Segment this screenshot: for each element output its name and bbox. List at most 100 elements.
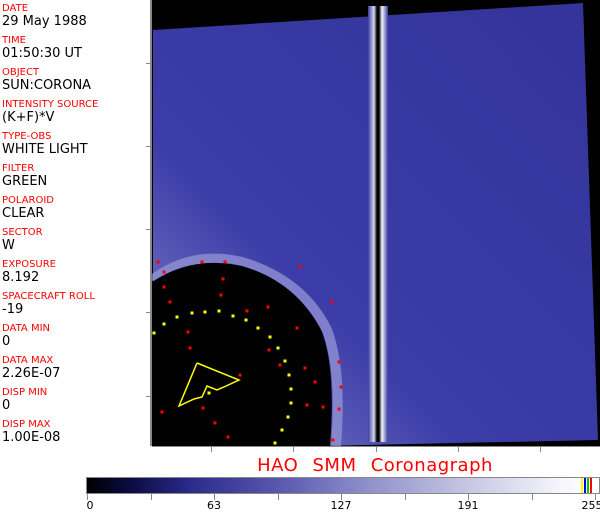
marker-red [162,270,166,274]
marker-red [223,260,227,264]
marker-red [156,260,160,264]
field-value: 2.26E-07 [2,366,61,381]
field-exposure: EXPOSURE 8.192 [2,259,56,285]
marker-yellow [207,391,211,395]
colorbar-tick-label: 63 [207,499,221,512]
marker-red [330,300,334,304]
marker-red [200,260,204,264]
marker-yellow [283,359,287,363]
marker-red [295,326,299,330]
colorbar-tick [214,494,215,500]
field-label: DISP MIN [2,387,48,398]
field-value: 0 [2,334,11,349]
field-value: SUN:CORONA [2,78,92,93]
marker-red [221,277,225,281]
marker-yellow [280,428,284,432]
colorbar-tick [277,494,279,500]
marker-yellow [273,441,277,445]
colorbar-end-yellow [581,478,583,493]
field-label: DATE [2,3,29,14]
field-label: EXPOSURE [2,259,57,270]
marker-red [201,406,205,410]
overlay-markers [152,260,343,445]
colorbar-tick [150,494,152,500]
field-value: 29 May 1988 [2,14,87,29]
marker-red [213,421,217,425]
overlay-outline [177,362,241,408]
marker-red [226,435,230,439]
field-filter: FILTER GREEN [2,163,47,189]
marker-yellow [289,387,293,391]
field-intensity-source: INTENSITY SOURCE (K+F)*V [2,99,98,125]
field-value: (K+F)*V [2,110,55,125]
marker-yellow [231,314,235,318]
axis-tick [146,229,152,230]
coronagraph-svg [149,3,598,447]
marker-yellow [244,318,248,322]
field-label: POLAROID [2,195,55,206]
axis-tick [458,446,459,452]
field-value: -19 [2,302,24,317]
instrument-title: HAO SMM Coronagraph [257,455,493,476]
field-value: 8.192 [2,270,40,285]
marker-yellow [203,310,207,314]
field-object: OBJECT SUN:CORONA [2,67,91,93]
marker-red [278,363,282,367]
colorbar-tick [341,494,342,500]
marker-red [305,403,309,407]
colorbar-tick-label: 0 [86,499,94,512]
axis-tick [293,446,294,452]
marker-red [188,346,192,350]
marker-red [298,265,302,269]
axis-tick [376,446,377,452]
marker-red [219,293,223,297]
marker-yellow [276,346,280,350]
marker-red [267,348,271,352]
colorbar-tick [595,494,596,500]
field-data-min: DATA MIN 0 [2,323,50,349]
colorbar-tick [531,494,533,500]
marker-yellow [289,401,293,405]
field-time: TIME 01:50:30 UT [2,35,82,61]
metadata-panel: DATE 29 May 1988 TIME 01:50:30 UT OBJECT SUN:… [0,0,152,446]
field-label: SPACECRAFT ROLL [2,291,95,302]
colorbar [86,477,600,494]
field-value: 01:50:30 UT [2,46,82,61]
marker-red [321,405,325,409]
axis-tick [146,146,152,147]
field-label: DISP MAX [2,419,51,430]
field-value: GREEN [2,174,48,189]
field-label: OBJECT [2,67,40,78]
occulter-pylon [368,6,388,442]
marker-red [266,305,270,309]
colorbar-end-green [587,478,589,493]
colorbar-tick [87,494,88,500]
colorbar-tick [468,494,469,500]
axis-tick [146,63,152,64]
field-spacecraft-roll: SPACECRAFT ROLL -19 [2,291,95,317]
field-type-obs: TYPE-OBS WHITE LIGHT [2,131,88,157]
field-date: DATE 29 May 1988 [2,3,87,29]
marker-red [303,366,307,370]
field-label: SECTOR [2,227,43,238]
field-value: CLEAR [2,206,45,221]
coronagraph-image[interactable] [149,0,600,447]
colorbar-tick-label: 127 [330,499,352,512]
marker-red [238,373,242,377]
occulter-disk [152,262,332,446]
field-value: 1.00E-08 [2,430,61,445]
colorbar-end-blue [584,478,586,493]
field-label: DATA MIN [2,323,50,334]
field-disp-max: DISP MAX 1.00E-08 [2,419,60,445]
field-label: INTENSITY SOURCE [2,99,99,110]
colorbar-tick [404,494,406,500]
field-label: DATA MAX [2,355,54,366]
axis-tick [146,396,152,397]
field-data-max: DATA MAX 2.26E-07 [2,355,60,381]
axis-tick [146,312,152,313]
colorbar-tick-label: 191 [457,499,479,512]
marker-red [331,438,335,442]
field-label: TYPE-OBS [2,131,52,142]
marker-red [339,385,343,389]
marker-red [168,300,172,304]
